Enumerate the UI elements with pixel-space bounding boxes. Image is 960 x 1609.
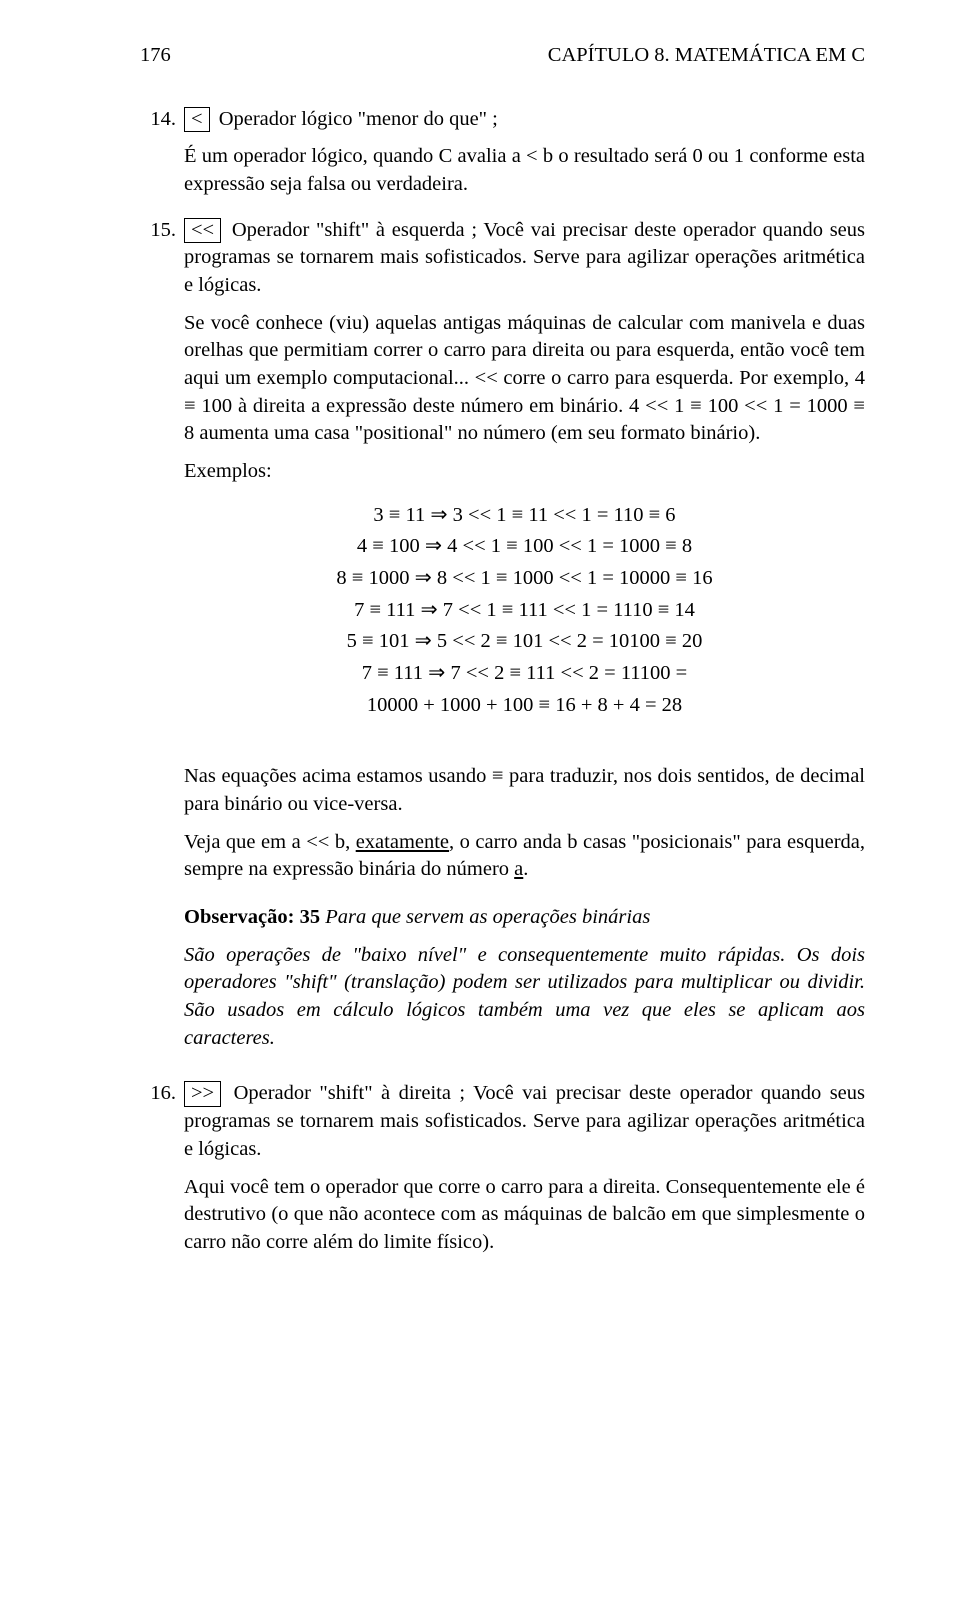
item15-intro: Operador "shift" à esquerda ; Você vai p…	[184, 219, 865, 296]
spacer	[184, 894, 865, 904]
list-item-15: 15. << Operador "shift" à esquerda ; Voc…	[140, 217, 865, 1063]
item-body: < Operador lógico "menor do que" ; É um …	[184, 106, 865, 209]
equation-block: 3 ≡ 11 ⇒ 3 << 1 ≡ 11 << 1 = 110 ≡ 6 4 ≡ …	[184, 502, 865, 720]
running-header: 176 CAPÍTULO 8. MATEMÁTICA EM C	[140, 42, 865, 70]
eq-row: 5 ≡ 101 ⇒ 5 << 2 ≡ 101 << 2 = 10100 ≡ 20	[184, 628, 865, 656]
chapter-title: CAPÍTULO 8. MATEMÁTICA EM C	[548, 42, 865, 70]
eq-row: 8 ≡ 1000 ⇒ 8 << 1 ≡ 1000 << 1 = 10000 ≡ …	[184, 565, 865, 593]
item14-intro: Operador lógico "menor do que" ;	[214, 108, 498, 130]
observation-label: Observação: 35	[184, 906, 320, 928]
page-number: 176	[140, 42, 171, 70]
observation-body: São operações de "baixo nível" e consequ…	[184, 942, 865, 1053]
boxed-operator-shl: <<	[184, 218, 221, 244]
item16-line1: >> Operador "shift" à direita ; Você vai…	[184, 1080, 865, 1163]
item14-line1: < Operador lógico "menor do que" ;	[184, 106, 865, 134]
item-number: 15.	[140, 217, 184, 1063]
item-number: 16.	[140, 1080, 184, 1266]
item15-p4: Nas equações acima estamos usando ≡ para…	[184, 763, 865, 818]
item-body: << Operador "shift" à esquerda ; Você va…	[184, 217, 865, 1063]
observation-heading: Observação: 35 Para que servem as operaç…	[184, 904, 865, 932]
page-root: 176 CAPÍTULO 8. MATEMÁTICA EM C 14. < Op…	[0, 0, 960, 1609]
list-item-14: 14. < Operador lógico "menor do que" ; É…	[140, 106, 865, 209]
item15-line1: << Operador "shift" à esquerda ; Você va…	[184, 217, 865, 300]
eq-row: 10000 + 1000 + 100 ≡ 16 + 8 + 4 = 28	[184, 692, 865, 720]
underline-a: a	[514, 858, 523, 880]
boxed-operator-shr: >>	[184, 1081, 221, 1107]
item14-p1: É um operador lógico, quando C avalia a …	[184, 143, 865, 198]
item15-p3: Exemplos:	[184, 458, 865, 486]
item-number: 14.	[140, 106, 184, 209]
eq-row: 7 ≡ 111 ⇒ 7 << 1 ≡ 111 << 1 = 1110 ≡ 14	[184, 597, 865, 625]
spacer	[140, 1070, 865, 1080]
item16-intro: Operador "shift" à direita ; Você vai pr…	[184, 1082, 865, 1159]
item-body: >> Operador "shift" à direita ; Você vai…	[184, 1080, 865, 1266]
list-item-16: 16. >> Operador "shift" à direita ; Você…	[140, 1080, 865, 1266]
spacer	[184, 741, 865, 763]
underline-exatamente: exatamente	[356, 831, 449, 853]
item15-p5: Veja que em a << b, exatamente, o carro …	[184, 829, 865, 884]
observation-title: Para que servem as operações binárias	[320, 906, 650, 928]
item16-p2: Aqui você tem o operador que corre o car…	[184, 1174, 865, 1257]
eq-row: 3 ≡ 11 ⇒ 3 << 1 ≡ 11 << 1 = 110 ≡ 6	[184, 502, 865, 530]
eq-row: 4 ≡ 100 ⇒ 4 << 1 ≡ 100 << 1 = 1000 ≡ 8	[184, 533, 865, 561]
boxed-operator-lt: <	[184, 107, 210, 133]
eq-row: 7 ≡ 111 ⇒ 7 << 2 ≡ 111 << 2 = 11100 =	[184, 660, 865, 688]
item15-p2: Se você conhece (viu) aquelas antigas má…	[184, 310, 865, 448]
